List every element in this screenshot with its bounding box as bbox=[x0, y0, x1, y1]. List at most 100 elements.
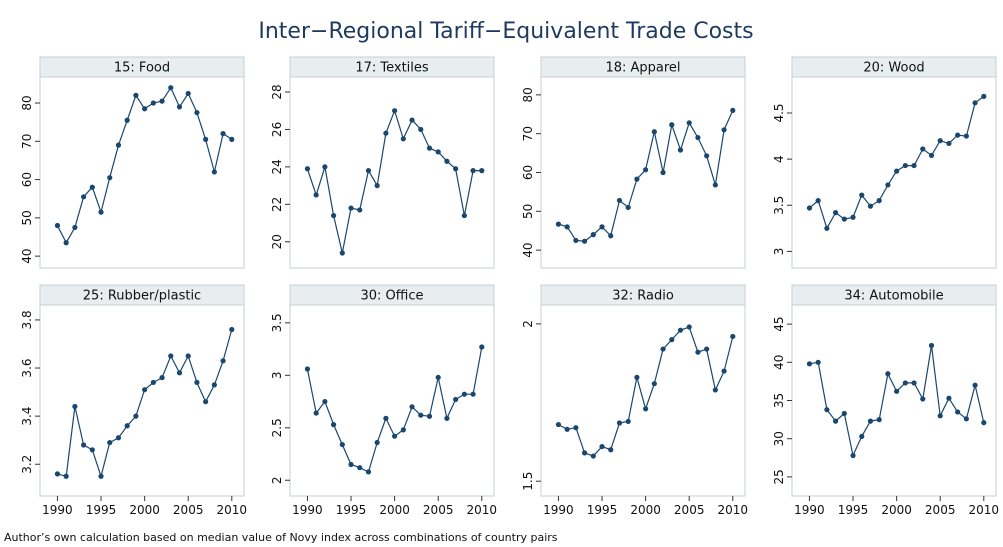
point bbox=[176, 370, 183, 376]
point bbox=[89, 184, 95, 190]
point bbox=[409, 117, 415, 123]
point bbox=[981, 420, 987, 426]
point bbox=[365, 469, 372, 475]
point bbox=[194, 379, 200, 386]
point bbox=[955, 409, 961, 415]
point bbox=[453, 166, 459, 172]
point bbox=[704, 153, 710, 159]
point bbox=[806, 205, 813, 211]
y-tick-label: 35 bbox=[772, 393, 786, 408]
point bbox=[730, 107, 736, 113]
point bbox=[418, 126, 424, 133]
y-tick-label: 3.4 bbox=[20, 407, 34, 426]
point bbox=[721, 127, 727, 133]
point bbox=[392, 433, 398, 439]
panel-title: 32: Radio bbox=[612, 289, 674, 304]
point bbox=[902, 380, 908, 386]
point bbox=[806, 361, 813, 367]
point bbox=[220, 131, 226, 137]
y-tick-label: 60 bbox=[20, 172, 34, 187]
x-tick-label: 2010 bbox=[969, 503, 1000, 517]
point bbox=[470, 168, 476, 174]
plot-area bbox=[791, 304, 997, 497]
point bbox=[124, 117, 130, 123]
y-tick-label: 25 bbox=[772, 469, 786, 484]
point bbox=[555, 221, 562, 227]
point bbox=[920, 396, 926, 402]
point bbox=[824, 225, 830, 231]
point bbox=[677, 147, 684, 153]
point bbox=[911, 380, 917, 386]
point bbox=[98, 209, 104, 215]
x-tick-label: 2005 bbox=[674, 503, 705, 517]
point bbox=[133, 92, 139, 98]
panel-title: 20: Wood bbox=[863, 61, 924, 76]
point bbox=[203, 399, 209, 405]
point bbox=[928, 152, 935, 159]
point bbox=[686, 324, 692, 330]
point bbox=[920, 146, 926, 152]
point bbox=[89, 447, 95, 453]
point bbox=[304, 366, 311, 372]
point bbox=[625, 418, 631, 425]
point bbox=[159, 98, 165, 104]
point bbox=[330, 422, 337, 428]
point bbox=[211, 169, 217, 175]
point bbox=[54, 222, 61, 229]
point bbox=[651, 129, 657, 135]
point bbox=[107, 175, 113, 181]
y-tick-label: 50 bbox=[20, 210, 34, 225]
plot-area bbox=[39, 304, 245, 497]
y-tick-label: 3.8 bbox=[20, 310, 34, 329]
point bbox=[599, 224, 605, 230]
point bbox=[937, 138, 943, 144]
point bbox=[444, 415, 450, 421]
y-tick-label: 2.5 bbox=[270, 418, 284, 437]
point bbox=[730, 333, 736, 340]
x-tick-label: 2010 bbox=[467, 503, 498, 517]
chart-title: Inter−Regional Tariff−Equivalent Trade C… bbox=[258, 19, 753, 44]
point bbox=[229, 136, 235, 142]
point bbox=[330, 212, 337, 219]
point bbox=[581, 450, 588, 456]
point bbox=[348, 205, 354, 211]
point bbox=[876, 198, 882, 204]
point bbox=[176, 104, 183, 110]
x-tick-label: 2000 bbox=[379, 503, 410, 517]
point bbox=[98, 473, 104, 479]
point bbox=[885, 182, 891, 188]
point bbox=[590, 232, 596, 238]
point bbox=[946, 395, 952, 401]
x-tick-label: 2005 bbox=[173, 503, 204, 517]
point bbox=[972, 382, 978, 388]
y-tick-label: 3 bbox=[270, 371, 284, 379]
point bbox=[669, 122, 675, 128]
point bbox=[80, 194, 87, 200]
x-tick-label: 1990 bbox=[794, 503, 825, 517]
point bbox=[686, 120, 692, 126]
point bbox=[426, 145, 433, 151]
plot-area bbox=[289, 76, 495, 269]
point bbox=[859, 192, 865, 198]
point bbox=[651, 381, 657, 387]
point bbox=[194, 109, 200, 116]
y-tick-label: 1.5 bbox=[521, 472, 535, 491]
point bbox=[479, 168, 485, 174]
x-tick-label: 1995 bbox=[86, 503, 117, 517]
point bbox=[937, 413, 943, 419]
point bbox=[479, 344, 485, 350]
point bbox=[581, 238, 588, 244]
point bbox=[704, 346, 710, 352]
point bbox=[444, 158, 450, 164]
x-tick-label: 1995 bbox=[336, 503, 367, 517]
point bbox=[859, 433, 865, 440]
point bbox=[608, 447, 614, 453]
point bbox=[211, 382, 217, 388]
panel-title: 25: Rubber/plastic bbox=[83, 289, 201, 304]
y-tick-label: 60 bbox=[521, 165, 535, 180]
panel-title: 15: Food bbox=[114, 61, 170, 76]
point bbox=[832, 418, 839, 424]
point bbox=[203, 136, 209, 142]
y-tick-label: 20 bbox=[270, 234, 284, 249]
